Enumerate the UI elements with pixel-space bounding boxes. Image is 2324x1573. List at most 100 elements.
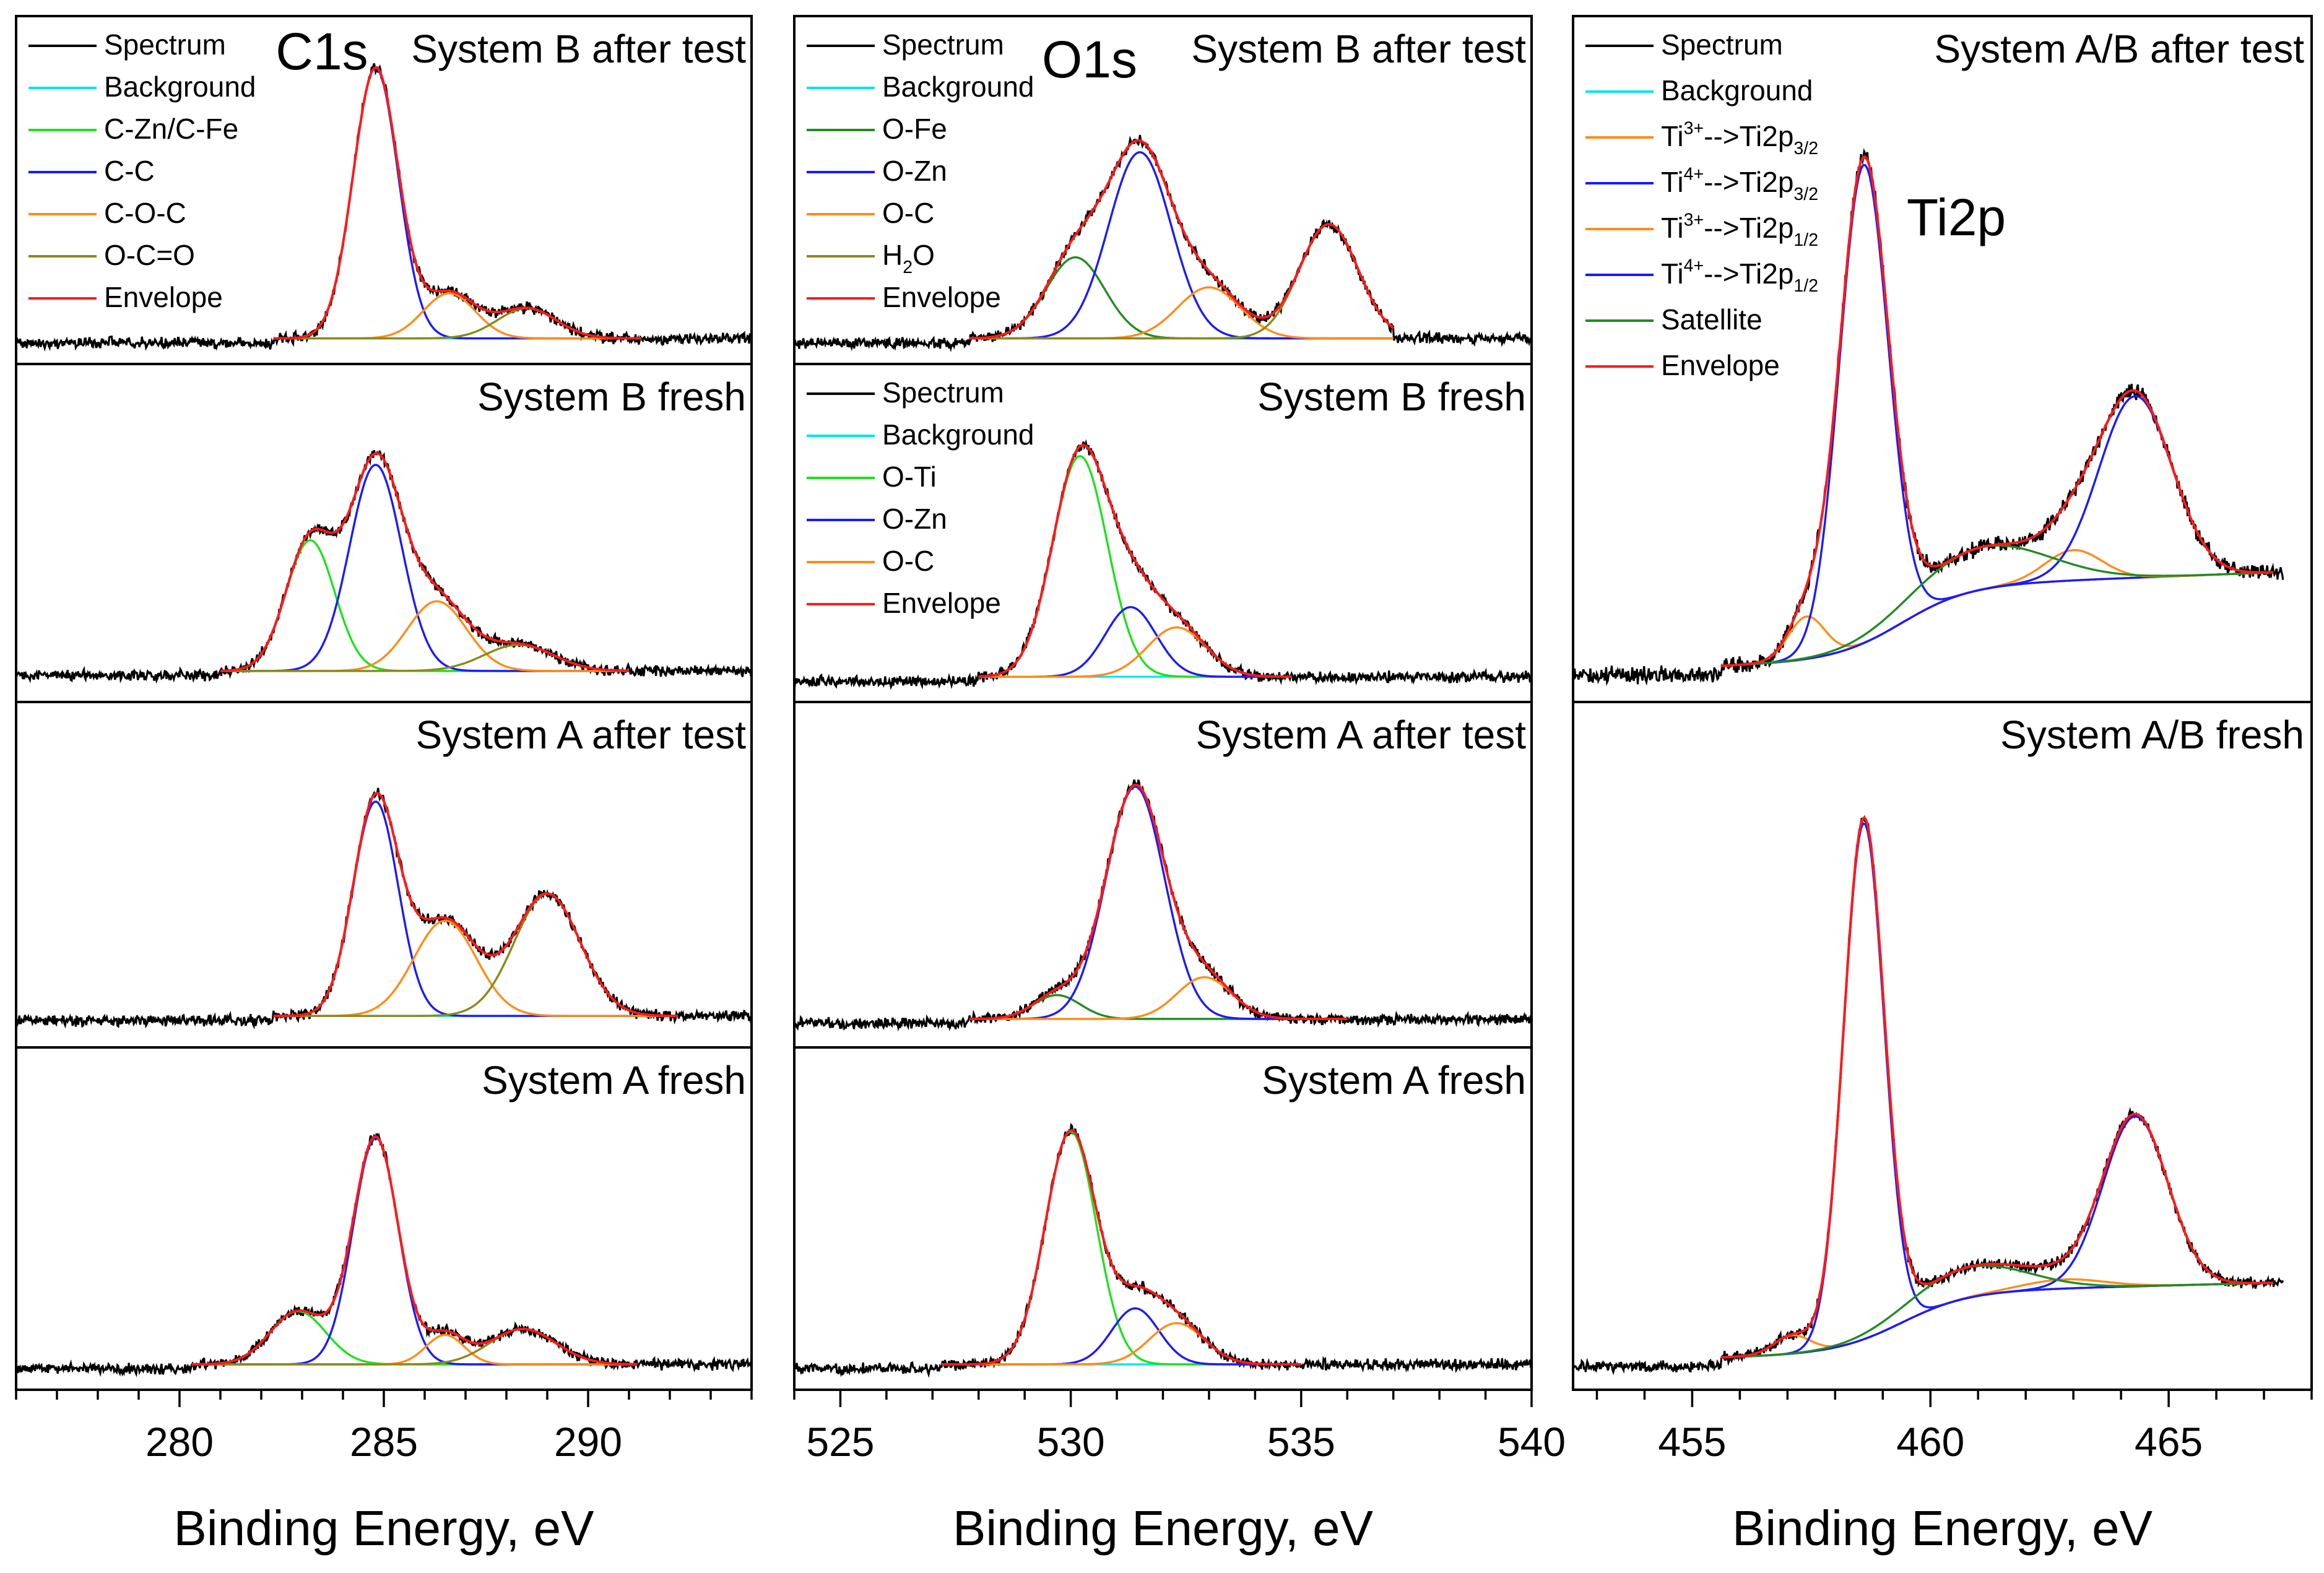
panel-ti2p-system-a-b-after-test: System A/B after test Spectrum Background T… — [1572, 15, 2313, 703]
legend-label: C-Zn/C-Fe — [104, 113, 238, 145]
legend-label: Spectrum — [882, 28, 1004, 61]
legend-entry-o-zn: O-Zn — [807, 503, 947, 535]
legend-entry-background: Background — [28, 71, 256, 103]
legend-label: Background — [882, 71, 1034, 103]
legend-entry-c-o-c: C-O-C — [28, 197, 186, 229]
legend-entry-background: Background — [807, 71, 1034, 103]
legend-entry-spectrum: Spectrum — [807, 376, 1004, 409]
legend-label: H2O — [882, 239, 935, 277]
legend-label: Background — [104, 71, 256, 103]
panel-o1s-system-a-after-test: System A after test — [793, 701, 1533, 1049]
panel-title: System B fresh — [477, 375, 746, 419]
legend-label: Spectrum — [104, 28, 226, 61]
envelope-line — [942, 1129, 1301, 1366]
envelope-line — [220, 452, 629, 672]
panel-title: System B fresh — [1257, 375, 1526, 419]
legend-entry-o-c-o: O-C=O — [28, 239, 195, 271]
region-label: O1s — [1042, 30, 1137, 89]
legend-label: O-Zn — [882, 503, 947, 535]
region-label: Ti2p — [1907, 188, 2006, 246]
panel-ti2p-system-a-b-fresh: System A/B fresh — [1572, 701, 2313, 1391]
legend-entry-spectrum: Spectrum — [28, 28, 226, 61]
legend-entry-o-fe: O-Fe — [807, 113, 947, 145]
legend-entry-satellite: Satellite — [1585, 303, 1763, 336]
panel-o1s-system-a-fresh: System A fresh — [793, 1046, 1533, 1391]
legend-entry-envelope: Envelope — [807, 587, 1001, 619]
envelope-line — [978, 443, 1292, 678]
legend-entry-spectrum: Spectrum — [807, 28, 1004, 61]
legend-entry-o-c: O-C — [807, 545, 934, 577]
legend-entry-ti4plus-ti2p3-2: Ti4+-->Ti2p3/2 — [1585, 165, 1818, 204]
x-tick-label: 285 — [350, 1419, 418, 1465]
legend-label: Ti3+-->Ti2p3/2 — [1661, 119, 1818, 158]
x-axis-label: Binding Energy, eV — [174, 1501, 595, 1556]
legend-label: Ti4+-->Ti2p3/2 — [1661, 165, 1818, 204]
envelope-line — [273, 792, 679, 1018]
component-satellite — [1720, 1264, 2274, 1359]
x-tick-label: 460 — [1896, 1419, 1964, 1465]
panel-title: System A after test — [415, 713, 746, 757]
panel-title: System A fresh — [482, 1058, 746, 1103]
legend-label: Background — [1661, 74, 1813, 106]
legend-label: Envelope — [882, 281, 1001, 313]
envelope-line — [969, 783, 1348, 1020]
legend-entry-c-c: C-C — [28, 155, 155, 187]
x-tick-label: 525 — [806, 1419, 874, 1465]
chart-ti2p: System A/B after test Spectrum Background T… — [1572, 15, 2313, 1556]
envelope-line — [1720, 815, 2274, 1359]
legend-entry-ti3plus-ti2p3-2: Ti3+-->Ti2p3/2 — [1585, 119, 1818, 158]
x-tick-label: 530 — [1037, 1419, 1105, 1465]
panel-title: System A/B fresh — [2000, 713, 2304, 757]
envelope-line — [191, 1135, 638, 1366]
panel-title: System A/B after test — [1934, 27, 2304, 71]
legend-entry-ti3plus-ti2p1-2: Ti3+-->Ti2p1/2 — [1585, 210, 1818, 250]
panel-o1s-system-b-fresh: System B fresh Spectrum Background O-Ti O-Zn… — [793, 363, 1533, 703]
legend-entry-ti4plus-ti2p1-2: Ti4+-->Ti2p1/2 — [1585, 256, 1818, 296]
x-tick-label: 540 — [1498, 1419, 1566, 1465]
legend-entry-o-ti: O-Ti — [807, 461, 937, 493]
legend-label: O-C — [882, 545, 934, 577]
legend-label: Envelope — [882, 587, 1001, 619]
envelope-line — [969, 139, 1394, 340]
x-tick-label: 535 — [1267, 1419, 1335, 1465]
legend: Spectrum Background O-Fe O-Zn O-C H2O Envelope — [807, 28, 1034, 313]
legend-label: Ti3+-->Ti2p1/2 — [1661, 210, 1818, 250]
legend-label: O-C — [882, 197, 934, 229]
x-tick-label: 290 — [554, 1419, 622, 1465]
legend-label: C-C — [104, 155, 155, 187]
spectrum-line — [15, 450, 752, 684]
legend-label: C-O-C — [104, 197, 186, 229]
chart-c1s: System B after test Spectrum Background C-Z… — [15, 15, 753, 1556]
envelope-line — [273, 66, 641, 340]
legend-entry-spectrum: Spectrum — [1585, 28, 1783, 61]
legend-entry-background: Background — [1585, 74, 1813, 106]
legend-label: O-Fe — [882, 113, 947, 145]
legend: Spectrum Background C-Zn/C-Fe C-C C-O-C O-C=O… — [28, 28, 256, 313]
panel-title: System A fresh — [1262, 1058, 1526, 1103]
legend-label: O-Zn — [882, 155, 947, 187]
legend-label: Envelope — [104, 281, 223, 313]
x-axis-label: Binding Energy, eV — [953, 1501, 1374, 1556]
legend-label: Ti4+-->Ti2p1/2 — [1661, 256, 1818, 296]
legend-entry-envelope: Envelope — [807, 281, 1001, 313]
legend-label: O-Ti — [882, 461, 937, 493]
legend-label: Envelope — [1661, 349, 1780, 381]
panel-title: System B after test — [411, 27, 746, 71]
legend-label: Spectrum — [882, 376, 1004, 409]
x-axis-label: Binding Energy, eV — [1732, 1501, 2153, 1556]
legend-label: Background — [882, 418, 1034, 451]
legend-entry-o-zn: O-Zn — [807, 155, 947, 187]
legend-entry-envelope: Envelope — [28, 281, 223, 313]
legend-entry-c-zn-c-fe: C-Zn/C-Fe — [28, 113, 238, 145]
chart-o1s: System B after test Spectrum Background O-F… — [793, 15, 1566, 1556]
x-tick-label: 465 — [2135, 1419, 2203, 1465]
legend-entry-envelope: Envelope — [1585, 349, 1780, 381]
spectrum-line — [794, 1122, 1532, 1379]
region-label: C1s — [275, 22, 368, 80]
legend-label: Spectrum — [1661, 28, 1783, 61]
legend: Spectrum Background O-Ti O-Zn O-C Envelope — [807, 376, 1034, 619]
panel-o1s-system-b-after-test: System B after test Spectrum Background O-F… — [793, 15, 1533, 365]
x-tick-label: 280 — [145, 1419, 214, 1465]
